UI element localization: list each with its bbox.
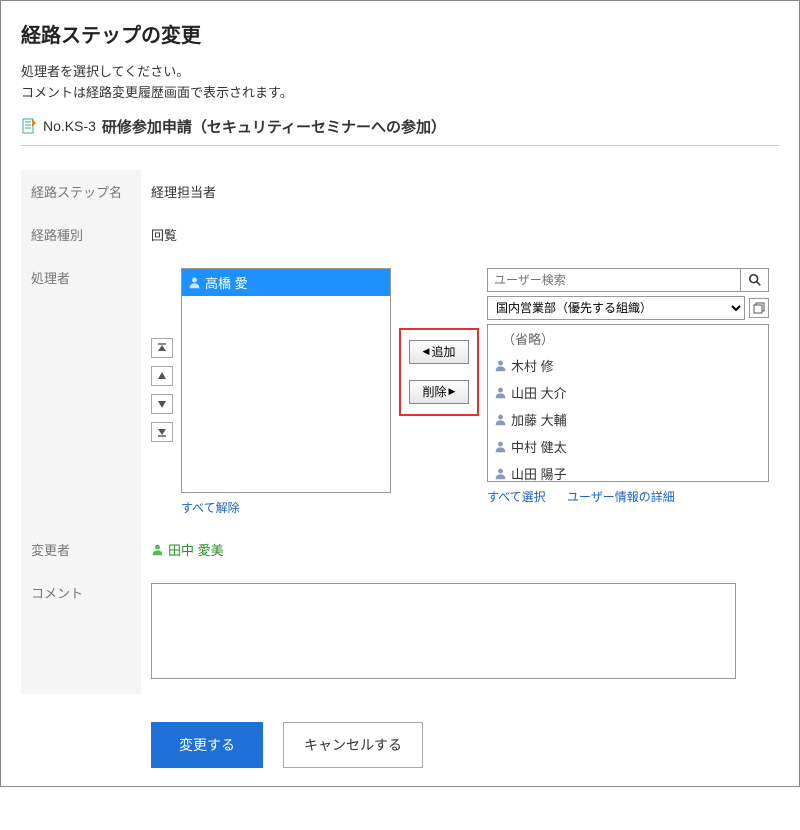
move-down-button[interactable] [151, 394, 173, 414]
list-item-label: 加藤 大輔 [511, 410, 567, 429]
list-item-label: 山田 大介 [511, 383, 567, 402]
intro-line1: 処理者を選択してください。 [21, 62, 779, 83]
person-icon [188, 276, 201, 289]
document-title: 研修参加申請（セキュリティーセミナーへの参加） [102, 116, 446, 137]
user-search-input[interactable] [487, 268, 741, 292]
list-item[interactable]: 高橋 愛 [182, 269, 390, 296]
label-changer: 変更者 [21, 528, 141, 571]
submit-button[interactable]: 変更する [151, 722, 263, 768]
cancel-button[interactable]: キャンセルする [283, 722, 423, 768]
user-detail-link[interactable]: ユーザー情報の詳細 [567, 490, 675, 504]
label-route-type: 経路種別 [21, 213, 141, 256]
list-item-label: 山田 陽子 [511, 464, 567, 482]
person-icon [494, 413, 507, 426]
search-icon [748, 273, 762, 287]
organization-select[interactable]: 国内営業部（優先する組織） [487, 296, 745, 320]
list-item[interactable]: 木村 修 [488, 352, 768, 379]
person-icon [494, 467, 507, 480]
value-step-name: 経理担当者 [141, 170, 779, 213]
add-button[interactable]: ◀追加 [409, 340, 469, 364]
search-button[interactable] [741, 268, 769, 292]
changer-user[interactable]: 田中 愛美 [151, 540, 769, 559]
person-icon [151, 543, 164, 556]
document-header: No.KS-3 研修参加申請（セキュリティーセミナーへの参加） [21, 116, 779, 146]
remove-button-label: 削除 [423, 383, 447, 400]
triangle-right-icon: ▶ [449, 386, 456, 397]
person-icon [494, 440, 507, 453]
list-item[interactable]: 加藤 大輔 [488, 406, 768, 433]
comment-textarea[interactable] [151, 583, 736, 679]
select-all-link[interactable]: すべて選択 [487, 490, 546, 504]
document-icon [21, 118, 37, 134]
intro-text: 処理者を選択してください。 コメントは経路変更履歴画面で表示されます。 [21, 62, 779, 104]
org-popup-button[interactable] [749, 298, 769, 318]
intro-line2: コメントは経路変更履歴画面で表示されます。 [21, 83, 779, 104]
list-item-omitted: （省略） [488, 325, 768, 352]
move-top-button[interactable] [151, 338, 173, 358]
list-item-label: 中村 健太 [511, 437, 567, 456]
selected-users-listbox[interactable]: 高橋 愛 [181, 268, 391, 493]
list-item[interactable]: 山田 大介 [488, 379, 768, 406]
popup-icon [753, 302, 765, 314]
add-remove-button-group: ◀追加 削除▶ [399, 328, 479, 416]
add-button-label: 追加 [431, 343, 455, 360]
list-item-label: 木村 修 [511, 356, 554, 375]
changer-name: 田中 愛美 [168, 540, 224, 559]
move-bottom-button[interactable] [151, 422, 173, 442]
remove-button[interactable]: 削除▶ [409, 380, 469, 404]
triangle-left-icon: ◀ [423, 346, 430, 357]
list-item-label: 高橋 愛 [205, 273, 248, 292]
label-step-name: 経路ステップ名 [21, 170, 141, 213]
label-processors: 処理者 [21, 256, 141, 528]
label-comment: コメント [21, 571, 141, 694]
move-up-button[interactable] [151, 366, 173, 386]
document-number: No.KS-3 [43, 118, 96, 134]
candidate-users-listbox[interactable]: （省略） 木村 修 山田 大介 加藤 大輔 中村 健太 山田 陽子 小林 恵 [487, 324, 769, 482]
person-icon [494, 386, 507, 399]
list-item[interactable]: 山田 陽子 [488, 460, 768, 482]
person-icon [494, 359, 507, 372]
page-title: 経路ステップの変更 [21, 19, 779, 48]
value-route-type: 回覧 [141, 213, 779, 256]
deselect-all-link[interactable]: すべて解除 [181, 501, 240, 515]
list-item[interactable]: 中村 健太 [488, 433, 768, 460]
